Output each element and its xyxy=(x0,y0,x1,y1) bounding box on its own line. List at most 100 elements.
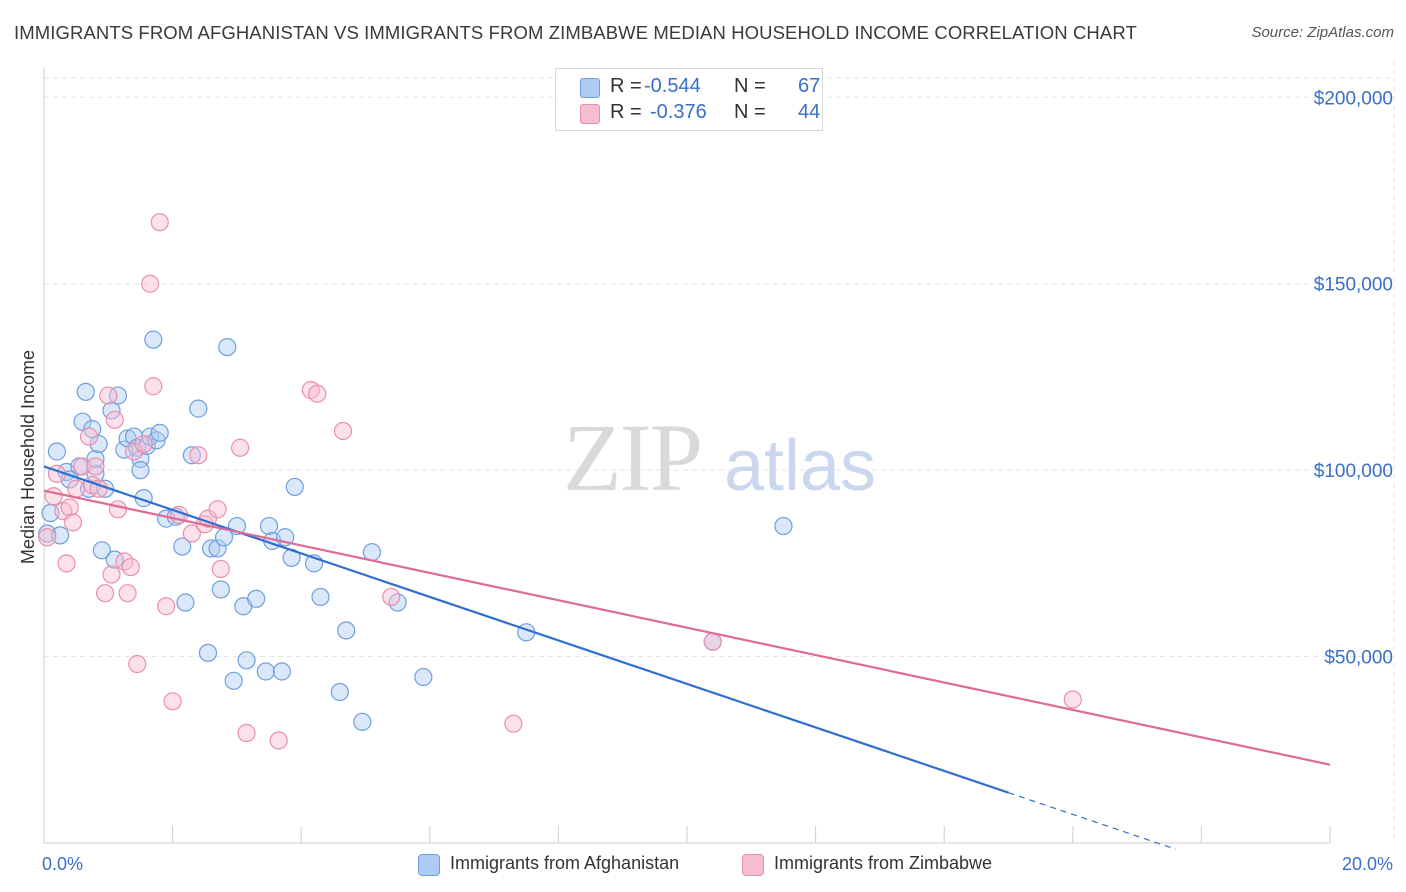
zimbabwe-point xyxy=(333,421,353,441)
axes xyxy=(43,68,1331,844)
zimbabwe-point xyxy=(703,632,722,651)
zimbabwe-point xyxy=(140,274,160,293)
grid-lines xyxy=(44,60,1395,843)
legend-label-afghanistan: Immigrants from Afghanistan xyxy=(450,853,680,873)
afghanistan-point xyxy=(285,477,304,497)
zimbabwe-point xyxy=(237,723,256,743)
n-value: 44 xyxy=(798,101,821,123)
zimbabwe-point xyxy=(44,487,63,506)
zimbabwe-point xyxy=(73,457,92,476)
zimbabwe-point xyxy=(269,731,288,750)
r-label: R = xyxy=(610,101,642,123)
afghanistan-point xyxy=(176,593,195,612)
n-label: N = xyxy=(734,101,766,123)
y-axis-label: Median Household Income xyxy=(18,350,38,564)
zimbabwe-point xyxy=(308,384,327,403)
r-label: R = xyxy=(610,75,642,97)
legend-swatch-zimbabwe xyxy=(580,104,600,124)
zimbabwe-point xyxy=(60,498,79,517)
afghanistan-point xyxy=(198,643,218,662)
r-value: -0.544 xyxy=(644,75,701,97)
zimbabwe-point xyxy=(189,446,208,465)
afghanistan-point xyxy=(144,330,163,349)
afghanistan-point xyxy=(362,543,382,562)
trend-line-afghanistan-extension xyxy=(1008,792,1176,850)
afghanistan-point xyxy=(202,539,221,558)
x-tick-labels: 0.0% 20.0% xyxy=(42,854,1393,874)
zimbabwe-point xyxy=(63,513,83,532)
zimbabwe-point xyxy=(208,500,227,519)
series-zimbabwe xyxy=(38,213,1082,750)
afghanistan-point xyxy=(150,423,169,442)
zimbabwe-point xyxy=(144,377,163,396)
afghanistan-point xyxy=(353,712,372,731)
zimbabwe-point xyxy=(1063,690,1082,709)
y-tick-label: $150,000 xyxy=(1314,275,1393,296)
zimbabwe-point xyxy=(102,565,121,584)
watermark: ZIP atlas xyxy=(563,404,876,511)
zimbabwe-point xyxy=(118,584,137,603)
zimbabwe-point xyxy=(79,427,99,446)
zimbabwe-point xyxy=(86,457,105,476)
zimbabwe-point xyxy=(128,654,147,674)
afghanistan-point xyxy=(311,587,330,607)
afghanistan-point xyxy=(211,580,230,599)
trend-lines xyxy=(43,465,1331,850)
watermark-zip: ZIP xyxy=(563,404,701,511)
zimbabwe-point xyxy=(382,587,401,607)
afghanistan-point xyxy=(108,386,128,405)
chart-title: IMMIGRANTS FROM AFGHANISTAN VS IMMIGRANT… xyxy=(14,22,1137,43)
legend-label-zimbabwe: Immigrants from Zimbabwe xyxy=(774,853,993,873)
zimbabwe-point xyxy=(150,213,169,232)
afghanistan-point xyxy=(173,537,192,556)
afghanistan-point xyxy=(124,427,144,446)
legend-swatch-zimbabwe xyxy=(742,854,764,876)
zimbabwe-point xyxy=(121,557,140,577)
zimbabwe-point xyxy=(95,584,115,603)
afghanistan-point xyxy=(224,671,243,690)
afghanistan-point xyxy=(237,651,256,670)
x-tick-label: 20.0% xyxy=(1342,854,1393,874)
afghanistan-point xyxy=(414,667,433,687)
zimbabwe-point xyxy=(38,528,57,547)
r-value: -0.376 xyxy=(650,101,707,123)
x-tick-label: 0.0% xyxy=(42,854,83,874)
afghanistan-point xyxy=(247,589,266,608)
zimbabwe-point xyxy=(124,442,144,461)
afghanistan-point xyxy=(256,662,275,681)
afghanistan-point xyxy=(272,662,292,681)
afghanistan-point xyxy=(208,539,227,558)
afghanistan-point xyxy=(218,338,237,357)
afghanistan-point xyxy=(76,382,95,401)
zimbabwe-point xyxy=(504,714,523,733)
source-credit: Source: ZipAtlas.com xyxy=(1251,24,1394,41)
y-tick-labels: $50,000 $100,000 $150,000 $200,000 xyxy=(1314,88,1393,668)
afghanistan-point xyxy=(330,682,349,702)
afghanistan-point xyxy=(92,541,111,560)
correlation-legend: R = -0.544 N = 67 R = -0.376 N = 44 xyxy=(555,68,823,131)
afghanistan-point xyxy=(182,446,201,465)
y-tick-label: $100,000 xyxy=(1314,461,1393,482)
afghanistan-point xyxy=(131,461,150,480)
zimbabwe-point xyxy=(231,438,250,457)
trend-line-zimbabwe xyxy=(43,489,1331,766)
zimbabwe-point xyxy=(157,597,176,616)
zimbabwe-point xyxy=(105,410,124,429)
zimbabwe-point xyxy=(163,692,182,711)
afghanistan-point xyxy=(189,399,208,418)
trend-line-afghanistan xyxy=(43,465,1009,794)
zimbabwe-point xyxy=(134,434,153,454)
n-value: 67 xyxy=(798,75,821,97)
zimbabwe-point xyxy=(211,559,230,579)
y-tick-label: $50,000 xyxy=(1324,648,1393,669)
n-label: N = xyxy=(734,75,766,97)
zimbabwe-point xyxy=(67,479,86,498)
zimbabwe-point xyxy=(99,386,118,405)
afghanistan-point xyxy=(259,516,279,536)
zimbabwe-point xyxy=(57,554,76,573)
zimbabwe-point xyxy=(182,524,201,543)
y-tick-label: $200,000 xyxy=(1314,88,1393,109)
afghanistan-point xyxy=(47,442,66,461)
legend-swatch-afghanistan xyxy=(580,78,600,98)
